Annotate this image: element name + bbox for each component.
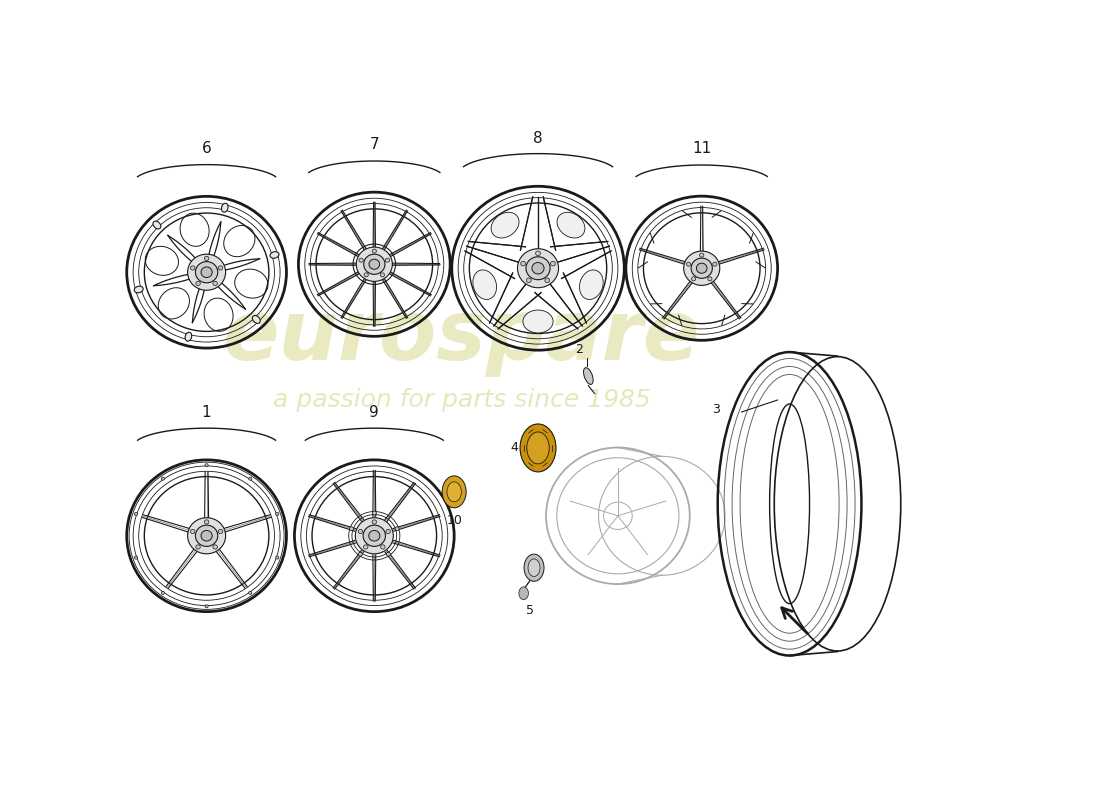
Ellipse shape <box>524 554 544 582</box>
Ellipse shape <box>691 258 713 278</box>
Ellipse shape <box>218 530 222 534</box>
Ellipse shape <box>532 262 544 274</box>
Ellipse shape <box>134 286 143 293</box>
Ellipse shape <box>249 591 252 594</box>
Text: 11: 11 <box>692 142 712 156</box>
Ellipse shape <box>713 262 717 266</box>
Ellipse shape <box>526 257 550 280</box>
Ellipse shape <box>381 273 385 277</box>
Ellipse shape <box>196 525 218 546</box>
Ellipse shape <box>395 527 399 530</box>
Ellipse shape <box>359 530 363 534</box>
Ellipse shape <box>270 252 279 258</box>
Ellipse shape <box>276 556 278 559</box>
Ellipse shape <box>536 251 540 256</box>
Text: 2: 2 <box>575 343 583 356</box>
Text: 5: 5 <box>526 604 534 617</box>
Ellipse shape <box>205 256 209 261</box>
Ellipse shape <box>134 513 138 515</box>
Ellipse shape <box>527 432 549 464</box>
Ellipse shape <box>249 477 252 480</box>
Ellipse shape <box>359 552 362 556</box>
Ellipse shape <box>196 545 200 549</box>
Text: 7: 7 <box>370 138 379 152</box>
Ellipse shape <box>205 605 208 608</box>
Ellipse shape <box>363 545 368 549</box>
Ellipse shape <box>491 212 519 238</box>
Ellipse shape <box>364 273 368 277</box>
Text: 10: 10 <box>447 514 462 527</box>
Ellipse shape <box>520 262 526 266</box>
Text: 6: 6 <box>201 142 211 157</box>
Ellipse shape <box>557 212 585 238</box>
Ellipse shape <box>580 270 603 299</box>
Ellipse shape <box>517 249 559 288</box>
Ellipse shape <box>356 247 393 282</box>
Ellipse shape <box>350 527 353 530</box>
Ellipse shape <box>368 259 379 270</box>
Text: eurospare: eurospare <box>223 296 701 377</box>
Ellipse shape <box>520 424 556 472</box>
Ellipse shape <box>201 267 212 278</box>
Ellipse shape <box>686 262 691 266</box>
Ellipse shape <box>544 278 550 282</box>
Ellipse shape <box>385 258 389 262</box>
Ellipse shape <box>188 518 226 554</box>
Text: 3: 3 <box>712 403 720 416</box>
Ellipse shape <box>372 511 376 515</box>
Ellipse shape <box>201 530 212 541</box>
Ellipse shape <box>442 476 466 508</box>
Text: 1: 1 <box>201 405 211 420</box>
Ellipse shape <box>213 545 218 549</box>
Ellipse shape <box>372 520 376 524</box>
Ellipse shape <box>190 266 195 270</box>
Ellipse shape <box>372 249 376 253</box>
Ellipse shape <box>522 310 553 333</box>
Ellipse shape <box>162 477 165 480</box>
Ellipse shape <box>386 552 390 556</box>
Ellipse shape <box>519 587 528 600</box>
Ellipse shape <box>185 332 191 341</box>
Ellipse shape <box>252 315 261 323</box>
Ellipse shape <box>213 282 218 286</box>
Ellipse shape <box>707 277 712 281</box>
Ellipse shape <box>684 251 719 286</box>
Ellipse shape <box>368 530 379 541</box>
Ellipse shape <box>221 203 228 212</box>
Ellipse shape <box>583 368 593 385</box>
Ellipse shape <box>162 591 165 594</box>
Ellipse shape <box>134 556 138 559</box>
Ellipse shape <box>473 270 496 299</box>
Ellipse shape <box>196 282 200 286</box>
Ellipse shape <box>190 530 195 534</box>
Ellipse shape <box>386 530 390 534</box>
Ellipse shape <box>696 263 707 274</box>
Ellipse shape <box>447 482 461 502</box>
Ellipse shape <box>205 520 209 524</box>
Text: a passion for parts since 1985: a passion for parts since 1985 <box>273 388 651 412</box>
Text: 9: 9 <box>370 405 379 420</box>
Ellipse shape <box>153 221 161 229</box>
Ellipse shape <box>205 464 208 466</box>
Ellipse shape <box>527 278 531 282</box>
Ellipse shape <box>276 513 278 515</box>
Ellipse shape <box>550 262 556 266</box>
Text: 8: 8 <box>534 131 542 146</box>
Ellipse shape <box>363 525 385 546</box>
Ellipse shape <box>528 559 540 577</box>
Ellipse shape <box>355 518 394 554</box>
Ellipse shape <box>700 253 704 257</box>
Ellipse shape <box>364 254 385 274</box>
Text: 4: 4 <box>510 442 518 454</box>
Ellipse shape <box>359 258 363 262</box>
Ellipse shape <box>692 277 695 281</box>
Ellipse shape <box>218 266 222 270</box>
Ellipse shape <box>188 254 226 290</box>
Ellipse shape <box>196 262 218 283</box>
Ellipse shape <box>381 545 385 549</box>
